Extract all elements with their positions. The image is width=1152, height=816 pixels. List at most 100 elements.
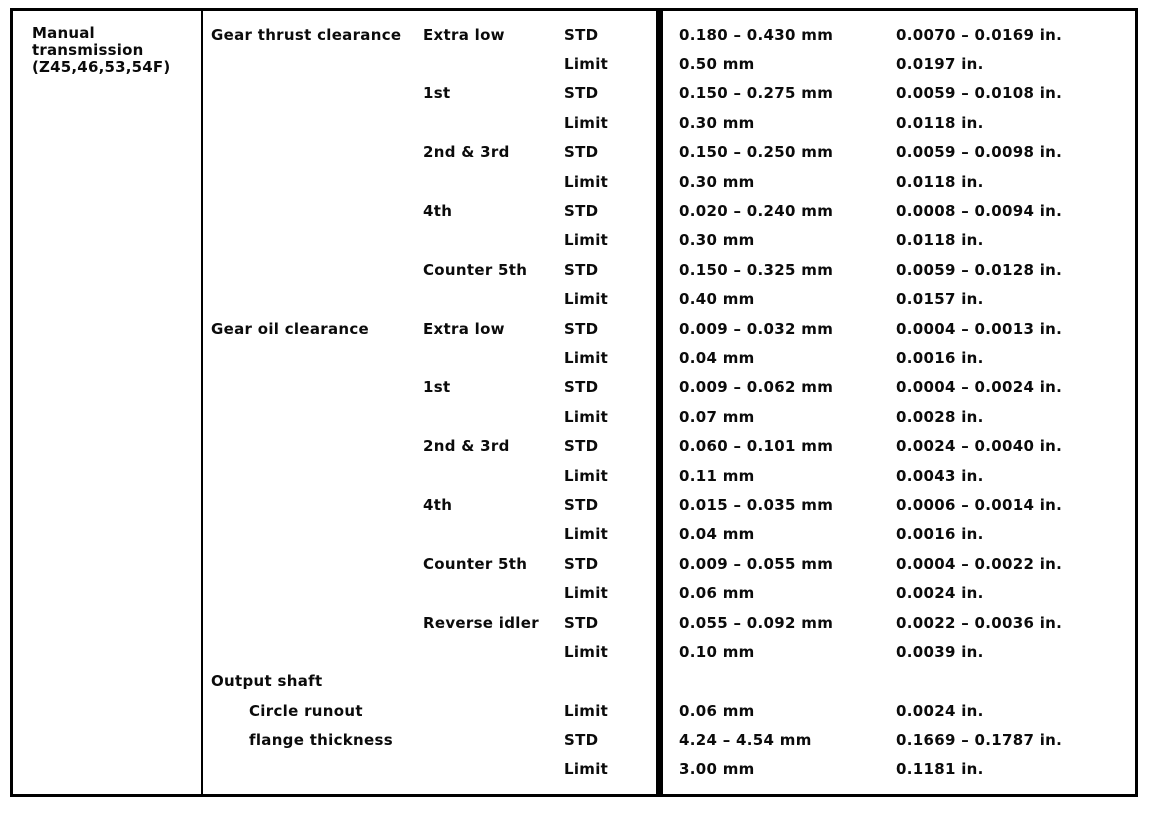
spec-row: flange thickness STD 4.24 – 4.54 mm 0.1669 …	[203, 725, 1135, 754]
value-inch-cell: 0.1181 in.	[896, 760, 984, 779]
value-inch-cell: 0.0004 – 0.0013 in.	[896, 319, 1063, 338]
spec-row: 1st STD 0.150 – 0.275 mm 0.0059 – 0.0108 in…	[203, 79, 1135, 108]
spec-row: Circle runout Limit 0.06 mm 0.0024 in.	[203, 696, 1135, 725]
spec-type-cell: STD	[564, 84, 599, 103]
group-cell: Gear oil clearance	[211, 319, 370, 338]
value-inch-cell: 0.0024 – 0.0040 in.	[896, 437, 1063, 456]
item-cell: Extra low	[423, 319, 505, 338]
spec-type-cell: STD	[564, 319, 599, 338]
group-cell: Circle runout	[249, 701, 363, 720]
value-inch-cell: 0.0008 – 0.0094 in.	[896, 202, 1063, 221]
item-cell: 4th	[423, 495, 453, 514]
value-inch-cell: 0.0004 – 0.0024 in.	[896, 378, 1063, 397]
value-inch-cell: 0.1669 – 0.1787 in.	[896, 731, 1063, 750]
spec-row: Limit 0.30 mm 0.0118 in.	[203, 108, 1135, 137]
value-mm-cell: 0.009 – 0.055 mm	[679, 554, 834, 573]
value-inch-cell: 0.0006 – 0.0014 in.	[896, 495, 1063, 514]
group-cell: flange thickness	[249, 731, 393, 750]
spec-row: Limit 0.30 mm 0.0118 in.	[203, 167, 1135, 196]
value-mm-cell: 0.06 mm	[679, 584, 755, 603]
spec-row: Limit 0.50 mm 0.0197 in.	[203, 49, 1135, 78]
value-inch-cell: 0.0197 in.	[896, 55, 984, 74]
value-mm-cell: 0.060 – 0.101 mm	[679, 437, 834, 456]
spec-row: 4th STD 0.015 – 0.035 mm 0.0006 – 0.0014 in…	[203, 490, 1135, 519]
item-cell: 1st	[423, 84, 451, 103]
spec-type-cell: STD	[564, 613, 599, 632]
value-inch-cell: 0.0039 in.	[896, 642, 984, 661]
spec-type-cell: Limit	[564, 231, 609, 250]
value-mm-cell: 0.150 – 0.325 mm	[679, 260, 834, 279]
value-inch-cell: 0.0004 – 0.0022 in.	[896, 554, 1063, 573]
section-label-line1: Manual	[32, 24, 95, 42]
spec-type-cell: Limit	[564, 525, 609, 544]
item-cell: 1st	[423, 378, 451, 397]
item-cell: 2nd & 3rd	[423, 437, 510, 456]
spec-row: Counter 5th STD 0.009 – 0.055 mm 0.0004 – 0…	[203, 549, 1135, 578]
value-mm-cell: 0.020 – 0.240 mm	[679, 202, 834, 221]
spec-rows: Gear thrust clearance Extra low STD 0.180 –…	[203, 20, 1135, 784]
value-inch-cell: 0.0157 in.	[896, 290, 984, 309]
spec-type-cell: Limit	[564, 172, 609, 191]
value-inch-cell: 0.0118 in.	[896, 113, 984, 132]
spec-row: Limit 0.40 mm 0.0157 in.	[203, 285, 1135, 314]
spec-type-cell: STD	[564, 731, 599, 750]
spec-type-cell: STD	[564, 202, 599, 221]
item-cell: 4th	[423, 202, 453, 221]
value-inch-cell: 0.0024 in.	[896, 701, 984, 720]
section-label: Manual transmission (Z45,46,53,54F)	[13, 11, 203, 794]
item-cell: Reverse idler	[423, 613, 539, 632]
spec-row: 2nd & 3rd STD 0.060 – 0.101 mm 0.0024 – 0.0…	[203, 431, 1135, 460]
spec-type-cell: Limit	[564, 466, 609, 485]
spec-type-cell: STD	[564, 378, 599, 397]
spec-row: Gear oil clearance Extra low STD 0.009 – 0.…	[203, 314, 1135, 343]
value-inch-cell: 0.0024 in.	[896, 584, 984, 603]
spec-row: Limit 0.04 mm 0.0016 in.	[203, 520, 1135, 549]
value-inch-cell: 0.0118 in.	[896, 231, 984, 250]
value-mm-cell: 0.009 – 0.032 mm	[679, 319, 834, 338]
spec-row: Limit 0.06 mm 0.0024 in.	[203, 578, 1135, 607]
value-inch-cell: 0.0043 in.	[896, 466, 984, 485]
value-mm-cell: 0.015 – 0.035 mm	[679, 495, 834, 514]
value-mm-cell: 0.40 mm	[679, 290, 755, 309]
spec-type-cell: Limit	[564, 701, 609, 720]
value-mm-cell: 0.30 mm	[679, 172, 755, 191]
spec-row: 4th STD 0.020 – 0.240 mm 0.0008 – 0.0094 in…	[203, 196, 1135, 225]
spec-type-cell: Limit	[564, 584, 609, 603]
spec-table-frame: Manual transmission (Z45,46,53,54F) Gear…	[10, 8, 1138, 797]
spec-row: Reverse idler STD 0.055 – 0.092 mm 0.0022 –…	[203, 608, 1135, 637]
value-mm-cell: 0.11 mm	[679, 466, 755, 485]
group-cell: Output shaft	[211, 672, 323, 691]
spec-type-cell: Limit	[564, 113, 609, 132]
value-inch-cell: 0.0118 in.	[896, 172, 984, 191]
item-cell: Counter 5th	[423, 554, 528, 573]
spec-table-body: Gear thrust clearance Extra low STD 0.180 –…	[203, 8, 1135, 797]
spec-type-cell: Limit	[564, 760, 609, 779]
value-mm-cell: 0.04 mm	[679, 525, 755, 544]
spec-type-cell: STD	[564, 260, 599, 279]
value-inch-cell: 0.0059 – 0.0098 in.	[896, 143, 1063, 162]
value-mm-cell: 0.06 mm	[679, 701, 755, 720]
value-mm-cell: 0.150 – 0.275 mm	[679, 84, 834, 103]
value-mm-cell: 0.30 mm	[679, 231, 755, 250]
spec-type-cell: STD	[564, 437, 599, 456]
value-inch-cell: 0.0022 – 0.0036 in.	[896, 613, 1063, 632]
spec-type-cell: STD	[564, 495, 599, 514]
spec-type-cell: Limit	[564, 348, 609, 367]
spec-row: 1st STD 0.009 – 0.062 mm 0.0004 – 0.0024 in…	[203, 373, 1135, 402]
spec-type-cell: STD	[564, 25, 599, 44]
spec-row: Limit 0.10 mm 0.0039 in.	[203, 637, 1135, 666]
value-mm-cell: 0.150 – 0.250 mm	[679, 143, 834, 162]
spec-row: Gear thrust clearance Extra low STD 0.180 –…	[203, 20, 1135, 49]
spec-type-cell: Limit	[564, 55, 609, 74]
value-inch-cell: 0.0016 in.	[896, 525, 984, 544]
spec-type-cell: STD	[564, 554, 599, 573]
spec-row: Limit 3.00 mm 0.1181 in.	[203, 755, 1135, 784]
value-mm-cell: 0.180 – 0.430 mm	[679, 25, 834, 44]
value-mm-cell: 3.00 mm	[679, 760, 755, 779]
value-mm-cell: 0.50 mm	[679, 55, 755, 74]
spec-row: 2nd & 3rd STD 0.150 – 0.250 mm 0.0059 – 0.0…	[203, 138, 1135, 167]
spec-type-cell: STD	[564, 143, 599, 162]
value-mm-cell: 0.30 mm	[679, 113, 755, 132]
spec-type-cell: Limit	[564, 642, 609, 661]
